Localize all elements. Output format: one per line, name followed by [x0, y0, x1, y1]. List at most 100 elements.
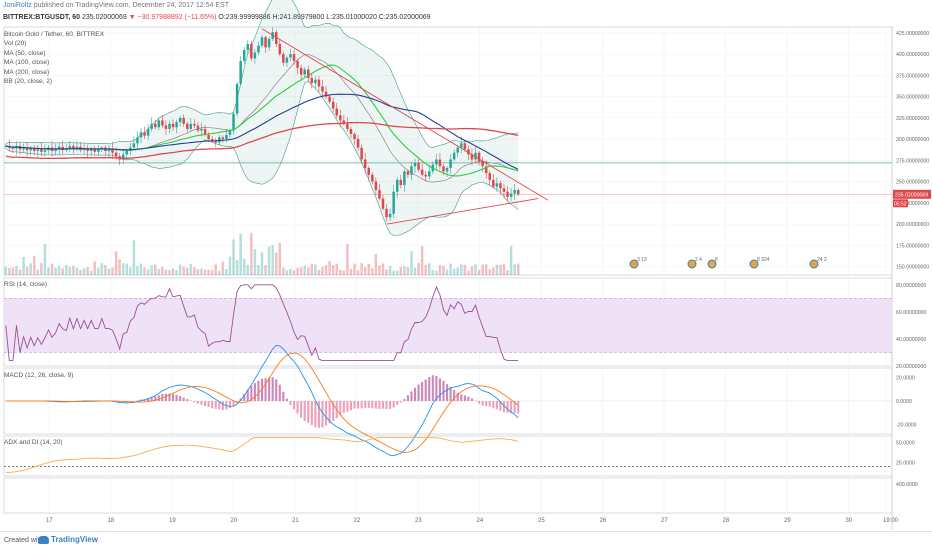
candle-body: [406, 171, 410, 175]
volume-bar: [264, 265, 267, 275]
tradingview-brand[interactable]: TradingView: [38, 535, 98, 544]
candle-body: [289, 54, 292, 58]
chart-header: JoniRoltz published on TradingView.com, …: [0, 0, 932, 26]
volume-bar: [100, 263, 104, 275]
volume-bar: [25, 266, 29, 275]
tradingview-cloud-icon: [38, 535, 49, 544]
macd-pane-label[interactable]: MACD (12, 26, close, 9): [4, 372, 74, 379]
volume-bar: [22, 257, 25, 275]
volume-bar: [335, 263, 338, 275]
candle-body: [132, 143, 136, 148]
candle-body: [182, 117, 185, 124]
candle-body: [93, 149, 96, 152]
macd-histogram-bar: [246, 389, 249, 401]
legend-item-ma200[interactable]: MA (200, close): [4, 68, 50, 76]
candle-body: [139, 132, 143, 138]
candle-body: [143, 132, 146, 136]
candle-body: [395, 179, 399, 192]
candle-body: [150, 123, 153, 129]
volume-bar: [146, 269, 150, 275]
volume-bar: [342, 270, 346, 275]
x-tick-label: 24: [477, 518, 484, 524]
candle-body: [136, 137, 139, 144]
volume-bar: [438, 265, 442, 275]
macd-histogram-bar: [171, 394, 175, 401]
candle-body: [410, 166, 413, 175]
volume-bar: [193, 267, 196, 275]
price-tick-label: 400.00000000: [896, 52, 929, 58]
event-marker-icon: [809, 259, 819, 269]
volume-bar: [104, 265, 107, 275]
candle-body: [82, 148, 86, 151]
macd-histogram-bar: [214, 401, 217, 409]
macd-histogram-bar: [510, 401, 513, 414]
chart-canvas[interactable]: 17 18 19 20 21 22 23 24 25 26 27 28 29 30 19:00 425.000…: [0, 0, 932, 531]
volume-bar: [168, 270, 171, 275]
volume-bar: [129, 267, 132, 275]
candle-body: [509, 193, 513, 197]
volume-bar: [282, 267, 285, 275]
candle-body: [29, 148, 32, 151]
price-tick-label: 200.00000000: [896, 222, 929, 228]
macd-histogram-bar: [449, 386, 452, 401]
bollinger-fill: [5, 0, 519, 236]
candle-body: [235, 83, 239, 114]
volume-bar: [303, 265, 306, 275]
candle-body: [339, 115, 342, 121]
volume-bar: [33, 256, 36, 275]
volume-bar: [111, 267, 114, 275]
candle-body: [335, 108, 338, 116]
candle-body: [378, 190, 381, 199]
macd-histogram-bar: [445, 384, 449, 401]
candle-body: [111, 148, 114, 153]
candle-body: [178, 117, 182, 123]
volume-bar: [43, 243, 47, 275]
volume-bar: [356, 270, 360, 275]
volume-bar: [65, 264, 68, 275]
volume-bar: [161, 266, 164, 275]
volume-bar: [8, 268, 11, 275]
candle-body: [22, 147, 25, 150]
x-tick-label: 26: [600, 518, 607, 524]
candle-body: [310, 77, 314, 84]
volume-bar: [86, 267, 89, 275]
macd-histogram-bar: [203, 401, 207, 407]
candle-body: [282, 54, 285, 63]
volume-bar: [360, 263, 363, 275]
candle-body: [189, 123, 193, 129]
macd-histogram-bar: [278, 384, 281, 401]
legend-item-vol[interactable]: Vol (20): [4, 40, 27, 48]
volume-bar: [157, 268, 161, 275]
candle-body: [506, 191, 509, 197]
legend-item-bb[interactable]: BB (20, close, 2): [4, 78, 53, 86]
volume-bar: [107, 268, 111, 275]
price-tick-label: 250.00000000: [896, 180, 929, 186]
volume-bar: [143, 267, 146, 275]
volume-bar: [11, 267, 15, 275]
candle-body: [107, 148, 111, 151]
volume-bar: [470, 266, 474, 275]
candle-body: [203, 128, 207, 135]
volume-bar: [118, 259, 121, 275]
candle-body: [477, 152, 481, 162]
candle-body: [381, 198, 385, 209]
candle-body: [374, 181, 378, 191]
macd-histogram-bar: [492, 401, 495, 409]
legend-item-ma50[interactable]: MA (50, close): [4, 49, 46, 57]
candle-body: [467, 149, 470, 155]
rsi-pane-label[interactable]: RSI (14, close): [4, 281, 47, 288]
candle-body: [360, 147, 363, 160]
volume-bar: [260, 252, 264, 275]
volume-bar: [307, 267, 310, 275]
macd-histogram-bar: [218, 401, 221, 410]
candle-body: [175, 122, 178, 128]
volume-bar: [321, 266, 324, 275]
legend-item-ma100[interactable]: MA (100, close): [4, 59, 50, 67]
macd-tick-label: -20.0000: [896, 423, 917, 429]
volume-bar: [463, 264, 467, 275]
macd-histogram-bar: [307, 401, 310, 424]
macd-histogram-bar: [360, 401, 363, 409]
author-link[interactable]: JoniRoltz: [3, 2, 32, 9]
adx-pane-label[interactable]: ADX and DI (14, 20): [4, 439, 63, 446]
candle-body: [303, 69, 306, 75]
